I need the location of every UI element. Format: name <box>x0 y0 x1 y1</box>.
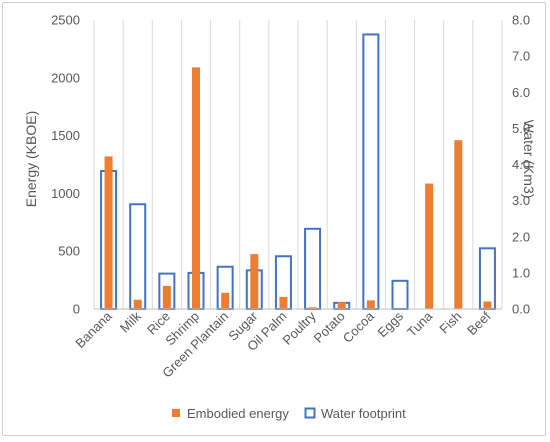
y-tick-label: 2500 <box>51 13 80 28</box>
energy-bar-milk <box>133 299 142 309</box>
legend-label-water-footprint: Water footprint <box>321 406 406 421</box>
x-tick-label-tuna: Tuna <box>404 308 436 340</box>
y2-tick-label: 6.0 <box>512 85 530 100</box>
legend-label-embodied-energy: Embodied energy <box>187 406 289 421</box>
energy-bar-fish <box>454 140 463 309</box>
water-bar-eggs <box>391 279 409 311</box>
legend-swatch-water-footprint <box>304 407 316 419</box>
energy-bar-shrimp <box>192 67 200 310</box>
y2-tick-label: 5.0 <box>512 121 530 136</box>
energy-bar-beef <box>483 301 492 309</box>
chart-frame: 0 500 1000 1500 2000 2500 0.0 1.0 2.0 3.0 4.0 5.0 6.… <box>2 2 546 436</box>
x-tick-label-beef: Beef <box>464 308 494 338</box>
y-tick-label: 2000 <box>51 70 80 85</box>
y2-tick-label: 3.0 <box>512 193 530 208</box>
y2-tick-label: 4.0 <box>512 157 530 172</box>
energy-bar-oil-palm <box>279 296 288 309</box>
y2-tick-label: 1.0 <box>512 265 530 280</box>
x-tick-label-milk: Milk <box>117 308 144 335</box>
y2-tick-label: 2.0 <box>512 229 530 244</box>
energy-bar-rice <box>162 285 171 309</box>
y2-tick-label: 7.0 <box>512 49 530 64</box>
x-tick-label-cocoa: Cocoa <box>340 308 378 346</box>
x-tick-label-fish: Fish <box>436 309 464 337</box>
y-tick-label: 0 <box>73 302 80 317</box>
x-tick-label-poultry: Poultry <box>279 308 319 348</box>
x-tick-label-eggs: Eggs <box>375 308 407 340</box>
gridlines <box>93 20 503 309</box>
water-bar-poultry <box>304 227 322 311</box>
y-tick-label: 1000 <box>51 186 80 201</box>
energy-bar-banana <box>104 156 113 309</box>
energy-bar-poultry <box>308 307 317 309</box>
energy-bar-tuna <box>425 183 434 309</box>
energy-bar-sugar <box>250 254 259 309</box>
y-tick-label: 500 <box>58 244 80 259</box>
y2-axis-title: Water (Km3) <box>521 120 537 199</box>
energy-bar-potato <box>337 302 346 309</box>
y2-tick-label: 0.0 <box>512 302 530 317</box>
energy-bar-green-plantain <box>221 292 230 309</box>
y-tick-label: 1500 <box>51 128 80 143</box>
legend: Embodied energy Water footprint <box>172 406 406 421</box>
water-bar-beef <box>478 247 496 310</box>
legend-swatch-embodied-energy <box>172 409 180 417</box>
y-axis-title: Energy (KBOE) <box>23 111 39 207</box>
energy-bar-cocoa <box>366 300 375 309</box>
water-bar-cocoa <box>362 33 380 310</box>
x-tick-label-potato: Potato <box>311 309 348 346</box>
y2-tick-label: 8.0 <box>512 13 530 28</box>
chart: 0 500 1000 1500 2000 2500 0.0 1.0 2.0 3.0 4.0 5.0 6.… <box>23 13 537 422</box>
water-bar-milk <box>129 203 147 310</box>
